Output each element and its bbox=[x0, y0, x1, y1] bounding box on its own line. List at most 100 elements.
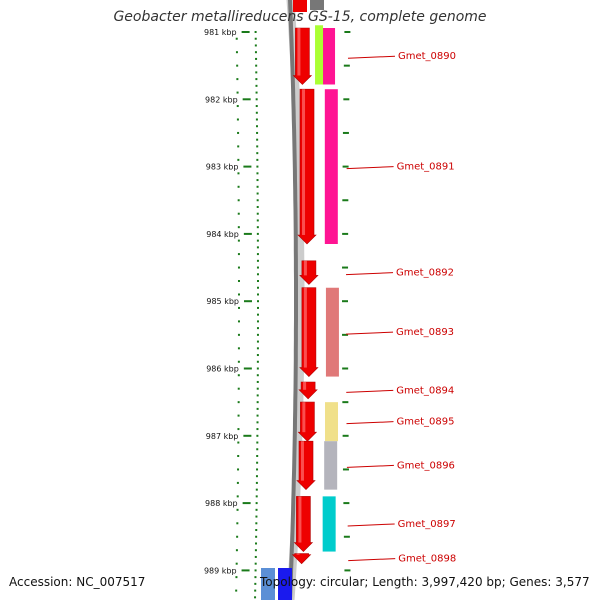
minor-tick bbox=[256, 434, 259, 437]
minor-tick-outer bbox=[344, 569, 351, 572]
minor-tick bbox=[256, 448, 259, 451]
gene-feature bbox=[324, 441, 338, 490]
label-leader bbox=[347, 523, 395, 527]
minor-tick bbox=[256, 360, 259, 363]
minor-tick bbox=[256, 226, 259, 229]
minor-tick bbox=[256, 138, 259, 141]
minor-tick bbox=[256, 131, 259, 134]
gene-feature bbox=[325, 402, 339, 442]
gene-label: Gmet_0892 bbox=[396, 268, 454, 279]
minor-tick-outer bbox=[343, 502, 350, 505]
minor-tick-inner bbox=[236, 522, 239, 525]
minor-tick-inner bbox=[235, 549, 238, 552]
gene-label: Gmet_0894 bbox=[396, 385, 454, 396]
minor-tick-inner bbox=[237, 306, 240, 309]
minor-tick bbox=[256, 401, 259, 404]
cds-arrow bbox=[297, 88, 317, 245]
major-tick bbox=[241, 569, 250, 572]
minor-tick bbox=[254, 582, 257, 585]
major-tick bbox=[243, 232, 252, 235]
cds-arrow bbox=[292, 27, 313, 85]
minor-tick-outer bbox=[342, 300, 349, 303]
minor-tick bbox=[256, 259, 259, 262]
minor-tick bbox=[256, 380, 259, 383]
minor-tick bbox=[254, 555, 257, 558]
feature-bottom-blue bbox=[261, 568, 275, 600]
cds-arrow-highlight bbox=[298, 496, 302, 543]
minor-tick bbox=[256, 387, 259, 390]
minor-tick bbox=[256, 179, 259, 182]
cds-arrow bbox=[293, 496, 314, 553]
minor-tick bbox=[256, 172, 259, 175]
minor-tick bbox=[255, 488, 258, 491]
tick-label: 983 kbp bbox=[206, 163, 239, 172]
minor-tick-inner bbox=[237, 333, 240, 336]
minor-tick-inner bbox=[237, 401, 240, 404]
minor-tick-inner bbox=[236, 118, 239, 121]
gene-feature bbox=[324, 89, 338, 244]
minor-tick-inner bbox=[237, 320, 240, 323]
minor-tick bbox=[254, 569, 257, 572]
cds-arrow-highlight bbox=[302, 89, 306, 235]
gene-label: Gmet_0893 bbox=[396, 327, 454, 338]
minor-tick-inner bbox=[236, 535, 239, 538]
cog-feature bbox=[315, 25, 324, 85]
minor-tick-inner bbox=[236, 481, 239, 484]
tick-label: 988 kbp bbox=[205, 499, 238, 508]
minor-tick-inner bbox=[237, 226, 240, 229]
minor-tick bbox=[255, 125, 258, 128]
minor-tick bbox=[256, 313, 259, 316]
minor-tick bbox=[255, 515, 258, 518]
tick-label: 985 kbp bbox=[206, 297, 239, 306]
minor-tick-outer bbox=[342, 232, 349, 235]
minor-tick-inner bbox=[237, 199, 240, 202]
accession-label: Accession: NC_007517 bbox=[9, 575, 146, 589]
minor-tick-inner bbox=[236, 508, 239, 511]
minor-tick-outer bbox=[342, 333, 349, 336]
feature-bottom-navy bbox=[278, 568, 292, 600]
minor-tick bbox=[256, 185, 259, 188]
minor-tick bbox=[256, 367, 259, 370]
label-leader bbox=[346, 272, 394, 276]
gene-label: Gmet_0891 bbox=[397, 162, 455, 173]
minor-tick bbox=[254, 31, 257, 33]
minor-tick-outer bbox=[342, 367, 349, 370]
tick-label: 986 kbp bbox=[206, 365, 239, 374]
label-leader bbox=[346, 331, 394, 335]
minor-tick-inner bbox=[237, 212, 240, 215]
cds-arrow bbox=[296, 440, 316, 491]
minor-tick bbox=[256, 280, 259, 283]
tick-label: 984 kbp bbox=[206, 230, 239, 239]
cds-arrow-highlight bbox=[303, 381, 307, 390]
cds-arrow-highlight bbox=[303, 260, 307, 276]
minor-tick-inner bbox=[237, 185, 240, 188]
minor-tick bbox=[256, 253, 259, 256]
minor-tick-inner bbox=[236, 105, 239, 108]
minor-tick-inner bbox=[237, 253, 240, 256]
minor-tick bbox=[254, 51, 257, 54]
major-tick bbox=[241, 31, 250, 33]
minor-tick bbox=[256, 441, 259, 444]
minor-tick bbox=[255, 78, 258, 81]
minor-tick-inner bbox=[237, 145, 240, 148]
tick-label: 987 kbp bbox=[206, 432, 239, 441]
minor-tick bbox=[256, 145, 259, 148]
minor-tick bbox=[256, 327, 259, 330]
gene-feature bbox=[322, 28, 336, 85]
minor-tick bbox=[255, 57, 258, 60]
gene-label: Gmet_0898 bbox=[398, 554, 456, 565]
minor-tick-inner bbox=[237, 454, 240, 457]
minor-tick bbox=[256, 192, 259, 195]
major-tick bbox=[243, 367, 252, 370]
backbone-inner bbox=[287, 0, 298, 600]
gene-label: Gmet_0890 bbox=[398, 51, 456, 62]
minor-tick-inner bbox=[237, 239, 240, 242]
minor-tick bbox=[255, 508, 258, 511]
minor-tick bbox=[256, 293, 259, 296]
minor-tick bbox=[256, 300, 259, 303]
label-leader bbox=[346, 421, 394, 425]
minor-tick bbox=[254, 44, 257, 47]
minor-tick bbox=[256, 347, 259, 350]
minor-tick bbox=[255, 481, 258, 484]
